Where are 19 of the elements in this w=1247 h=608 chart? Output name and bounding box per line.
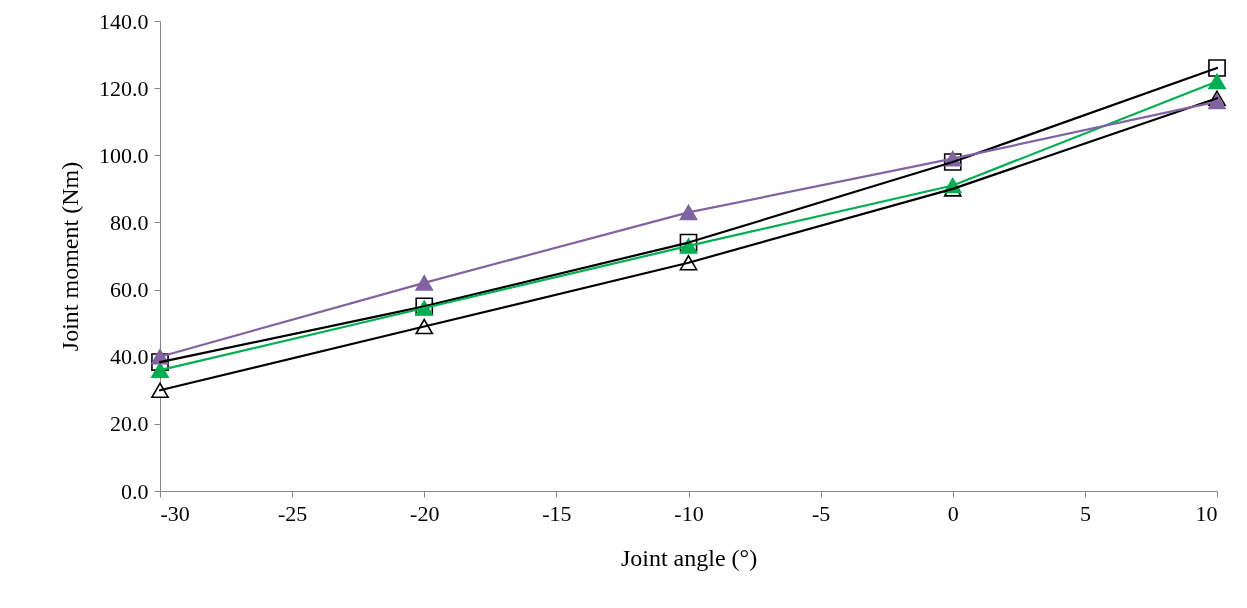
x-tick-label: -15 xyxy=(542,500,572,526)
x-tick-label: -30 xyxy=(160,500,190,526)
y-tick-label: 20.0 xyxy=(110,411,149,437)
y-tick-label: 60.0 xyxy=(110,277,149,303)
x-tick-label: 5 xyxy=(1079,500,1091,526)
y-axis-title: Joint moment (Nm) xyxy=(57,161,83,352)
x-tick-label: -10 xyxy=(674,500,704,526)
y-tick-label: 140.0 xyxy=(99,8,149,34)
y-tick-label: 0.0 xyxy=(121,478,149,504)
y-tick-label: 80.0 xyxy=(110,209,149,235)
x-axis-title: Joint angle (°) xyxy=(620,544,758,571)
x-tick-label: -25 xyxy=(277,500,308,526)
x-tick-label: 10 xyxy=(1195,500,1218,526)
x-tick-label: 0 xyxy=(947,500,959,526)
x-tick-label: -5 xyxy=(811,500,831,526)
y-tick-label: 40.0 xyxy=(110,344,149,370)
x-tick-label: -20 xyxy=(410,500,440,526)
y-tick-label: 100.0 xyxy=(99,142,149,168)
y-tick-label: 120.0 xyxy=(99,75,149,101)
